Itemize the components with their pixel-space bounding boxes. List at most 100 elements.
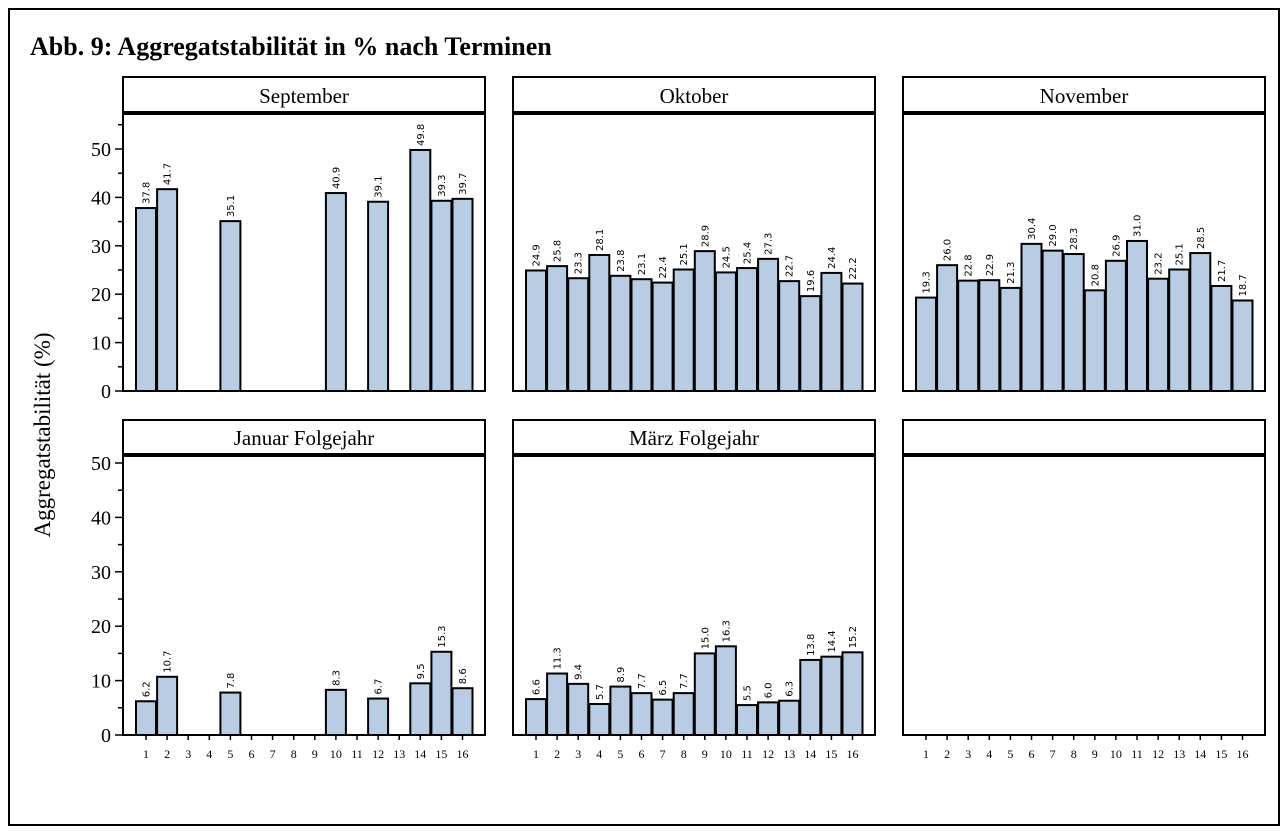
bar-data-label: 8.9 xyxy=(616,667,627,683)
bar-data-label: 23.2 xyxy=(1154,252,1165,274)
bar xyxy=(1104,259,1127,392)
bar-data-label: 9.4 xyxy=(574,664,585,680)
bar xyxy=(820,655,843,736)
bar-data-label: 13.8 xyxy=(806,634,817,656)
x-tick-label: 4 xyxy=(206,747,212,761)
x-tick-label: 15 xyxy=(435,747,447,761)
y-axis-label: Aggregatstabilität (%) xyxy=(30,332,55,537)
bar xyxy=(609,274,632,393)
x-tick-label: 1 xyxy=(923,747,929,761)
x-tick-label: 13 xyxy=(1173,747,1185,761)
x-tick-label: 8 xyxy=(1071,747,1077,761)
panel-strip xyxy=(122,419,486,455)
bar-data-label: 40.9 xyxy=(331,167,342,189)
bar-data-label: 20.8 xyxy=(1090,264,1101,286)
bar-data-label: 28.1 xyxy=(595,229,606,251)
bar-data-label: 14.4 xyxy=(827,630,838,652)
y-tick-label: 40 xyxy=(91,187,111,209)
panel-strip-label: März Folgejahr xyxy=(629,426,759,450)
bar xyxy=(156,675,179,736)
bar xyxy=(367,200,390,392)
bar xyxy=(567,277,590,392)
y-tick-label: 10 xyxy=(91,333,111,355)
x-tick-label: 16 xyxy=(1237,747,1249,761)
x-tick-label: 7 xyxy=(1050,747,1056,761)
bar-data-label: 6.3 xyxy=(785,681,796,697)
bar xyxy=(324,688,347,737)
bar xyxy=(978,279,1001,392)
panel-strip-label: November xyxy=(1040,84,1129,108)
bar xyxy=(799,658,822,736)
bar xyxy=(409,148,432,392)
bar xyxy=(693,250,716,392)
x-tick-label: 9 xyxy=(1092,747,1098,761)
bar xyxy=(451,687,474,737)
y-tick-label: 0 xyxy=(101,381,111,403)
x-tick-label: 10 xyxy=(330,747,342,761)
bar xyxy=(630,692,653,736)
bar-data-label: 8.6 xyxy=(458,668,469,684)
bar-data-label: 24.9 xyxy=(532,244,543,266)
x-tick-label: 2 xyxy=(554,747,560,761)
bar xyxy=(778,280,801,392)
x-tick-label: 1 xyxy=(533,747,539,761)
bar-data-label: 26.0 xyxy=(943,239,954,261)
bar-data-label: 25.1 xyxy=(679,243,690,265)
bar xyxy=(1020,242,1043,392)
bar xyxy=(1126,239,1148,392)
y-tick-label: 0 xyxy=(101,725,111,747)
bar-data-label: 5.7 xyxy=(595,684,606,700)
bar-data-label: 31.0 xyxy=(1133,215,1144,237)
bar-data-label: 25.1 xyxy=(1175,243,1186,265)
bar-data-label: 18.7 xyxy=(1238,274,1249,296)
x-tick-label: 4 xyxy=(986,747,992,761)
panel: November 19.3 26.0 22.8 22.9 21.3 30.4 29.0 28.3… xyxy=(902,76,1266,393)
x-tick-label: 15 xyxy=(1215,747,1227,761)
x-tick-label: 10 xyxy=(1110,747,1122,761)
bar xyxy=(588,253,611,392)
bar-data-label: 28.3 xyxy=(1069,228,1080,250)
bar xyxy=(841,651,864,737)
bar xyxy=(714,645,737,736)
bar-data-label: 6.0 xyxy=(764,682,775,698)
bar-data-label: 39.1 xyxy=(374,175,385,197)
bar xyxy=(736,704,758,737)
panel-strip-label: Januar Folgejahr xyxy=(234,426,375,450)
x-tick-label: 14 xyxy=(414,747,426,761)
x-tick-label: 4 xyxy=(596,747,602,761)
panel-strip-label: Oktober xyxy=(660,84,729,108)
bar xyxy=(1231,299,1254,393)
y-tick-label: 40 xyxy=(91,507,111,529)
bar-data-label: 22.8 xyxy=(964,254,975,276)
bar xyxy=(219,691,242,736)
x-tick-label: 14 xyxy=(1194,747,1206,761)
bar xyxy=(736,267,758,392)
x-tick-label: 10 xyxy=(720,747,732,761)
x-tick-label: 8 xyxy=(681,747,687,761)
bar xyxy=(757,257,780,393)
bar xyxy=(451,197,474,392)
x-tick-label: 5 xyxy=(1007,747,1013,761)
bar xyxy=(957,279,980,393)
bar-data-label: 15.0 xyxy=(700,627,711,649)
bar-data-label: 39.3 xyxy=(437,175,448,197)
bar xyxy=(409,682,432,737)
panel-strip xyxy=(122,76,486,113)
bar-data-label: 24.5 xyxy=(721,246,732,268)
x-tick-label: 8 xyxy=(291,747,297,761)
panel-strip xyxy=(902,76,1266,113)
x-tick-label: 12 xyxy=(372,747,384,761)
bar-data-label: 21.3 xyxy=(1006,262,1017,284)
y-tick-label: 50 xyxy=(91,139,111,161)
x-tick-label: 3 xyxy=(185,747,191,761)
bar-data-label: 49.8 xyxy=(416,124,427,146)
bar-data-label: 22.4 xyxy=(658,256,669,278)
bar-data-label: 7.7 xyxy=(679,673,690,689)
bar-data-label: 37.8 xyxy=(142,182,153,204)
bar xyxy=(672,692,695,736)
bar-data-label: 29.0 xyxy=(1048,224,1059,246)
bar xyxy=(651,698,674,737)
bar xyxy=(1168,268,1191,392)
panel: März Folgejahr 6.6 11.3 9.4 5.7 8.9 7.7 6.5 7.7 1… xyxy=(512,419,876,761)
